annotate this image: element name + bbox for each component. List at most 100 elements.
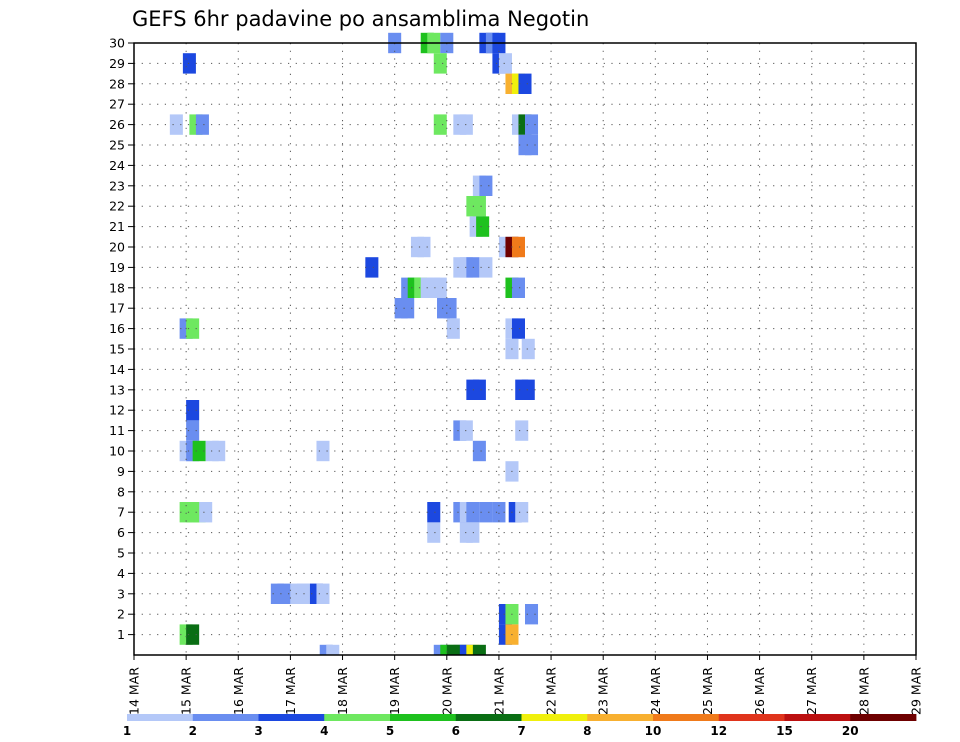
y-tick-label: 12 (109, 403, 125, 418)
y-tick-label: 29 (109, 56, 125, 71)
legend-swatch (653, 714, 720, 721)
legend-label: 1 (123, 724, 131, 738)
heatmap-cell (525, 604, 539, 625)
heatmap-cells (169, 32, 539, 655)
x-tick-label: 14 MAR (127, 667, 142, 715)
heatmap-cell (479, 175, 493, 196)
x-tick-label: 23 MAR (596, 667, 611, 715)
y-tick-label: 30 (109, 36, 125, 51)
y-tick-label: 19 (109, 260, 125, 275)
heatmap-cell (186, 400, 200, 421)
x-tick-label: 22 MAR (544, 667, 559, 715)
heatmap-cell (525, 114, 539, 135)
y-tick-label: 8 (117, 484, 125, 499)
heatmap-cell (511, 236, 525, 258)
legend-label: 7 (517, 724, 525, 738)
heatmap-cell (492, 502, 506, 523)
heatmap-cell (169, 114, 183, 135)
y-tick-label: 4 (117, 566, 125, 581)
heatmap-cell (459, 644, 473, 655)
x-tick-label: 15 MAR (179, 667, 194, 715)
y-tick-label: 26 (109, 117, 125, 132)
x-tick-label: 20 MAR (439, 667, 454, 715)
heatmap-cell (476, 216, 490, 237)
heatmap-cell (479, 502, 493, 523)
x-tick-label: 26 MAR (752, 667, 767, 715)
x-tick-label: 27 MAR (804, 667, 819, 715)
y-tick-label: 9 (117, 464, 125, 479)
legend-label: 5 (386, 724, 394, 738)
legend-swatch (784, 714, 851, 721)
x-axis: 14 MAR 15 MAR 16 MAR 17 MAR 18 MAR 19 MAR 20 M… (127, 655, 924, 715)
heatmap-cell (472, 644, 486, 655)
y-tick-label: 20 (109, 240, 125, 255)
heatmap-cell (433, 53, 447, 74)
y-tick-label: 14 (109, 362, 125, 377)
heatmap-cell (316, 440, 330, 462)
x-tick-label: 19 MAR (387, 667, 402, 715)
y-tick-label: 16 (109, 321, 125, 336)
legend-label: 4 (320, 724, 328, 738)
heatmap-cell (440, 644, 454, 655)
heatmap-cell (466, 644, 480, 655)
heatmap-cell (186, 624, 200, 645)
y-tick-label: 17 (109, 301, 125, 316)
legend-swatch (718, 714, 785, 721)
heatmap-cell (277, 583, 291, 604)
legend-label: 10 (645, 724, 662, 738)
heatmap-cell (326, 644, 340, 655)
legend-swatch (324, 714, 391, 721)
heatmap-cell (417, 236, 431, 258)
x-tick-label: 16 MAR (231, 667, 246, 715)
legend-swatch (390, 714, 457, 721)
x-tick-label: 25 MAR (700, 667, 715, 715)
x-tick-label: 28 MAR (856, 667, 871, 715)
y-tick-label: 18 (109, 280, 125, 295)
chart-title: GEFS 6hr padavine po ansamblima Negotin (132, 7, 589, 31)
y-tick-label: 27 (109, 97, 125, 112)
heatmap-cell (518, 73, 532, 94)
legend-label: 12 (710, 724, 727, 738)
heatmap-cell (182, 53, 196, 74)
heatmap-cell (427, 502, 441, 523)
heatmap-cell (427, 522, 441, 543)
heatmap-cell (192, 440, 206, 462)
y-tick-label: 24 (109, 158, 125, 173)
heatmap-cell (365, 257, 379, 278)
y-tick-label: 23 (109, 178, 125, 193)
heatmap-cell (433, 114, 447, 135)
heatmap-cell (515, 502, 529, 523)
legend-swatch (127, 714, 194, 721)
legend-label: 2 (189, 724, 197, 738)
heatmap-cell (521, 338, 535, 360)
heatmap-cell (433, 277, 447, 298)
y-tick-label: 2 (117, 607, 125, 622)
legend-swatch (192, 714, 259, 721)
heatmap-cell (195, 114, 209, 135)
heatmap-cell (511, 318, 525, 339)
y-tick-label: 22 (109, 199, 125, 214)
y-tick-label: 13 (109, 382, 125, 397)
legend-swatch (587, 714, 654, 721)
heatmap-cell (521, 379, 535, 400)
legend-label: 20 (842, 724, 859, 738)
heatmap-cell (186, 420, 200, 441)
y-tick-label: 6 (117, 525, 125, 540)
legend-swatch (521, 714, 588, 721)
heatmap-cell (515, 420, 529, 441)
heatmap-cell (186, 318, 200, 339)
x-tick-label: 21 MAR (491, 667, 506, 715)
y-tick-label: 21 (109, 219, 125, 234)
x-tick-label: 18 MAR (335, 667, 350, 715)
heatmap-cell (199, 502, 213, 523)
y-axis: 1234567891011121314151617181920212223242… (109, 36, 134, 642)
y-tick-label: 7 (117, 505, 125, 520)
legend-label: 8 (583, 724, 591, 738)
heatmap-cell (498, 53, 512, 74)
heatmap-cell (446, 318, 460, 339)
y-tick-label: 3 (117, 586, 125, 601)
legend-swatch (850, 714, 917, 721)
heatmap-cell (446, 644, 460, 655)
heatmap-cell (472, 196, 486, 217)
